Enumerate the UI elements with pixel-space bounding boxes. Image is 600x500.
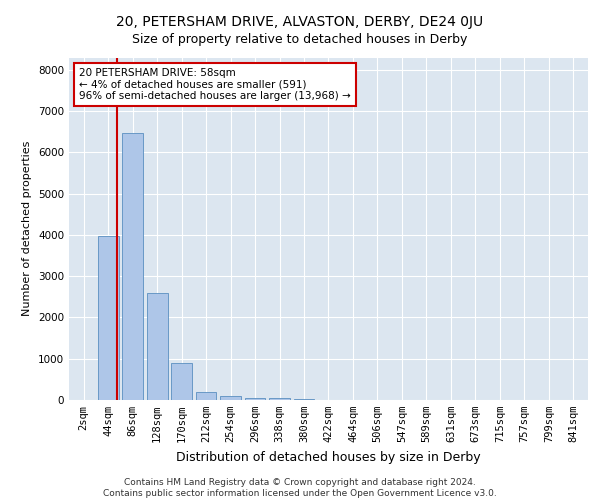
- Text: Contains HM Land Registry data © Crown copyright and database right 2024.
Contai: Contains HM Land Registry data © Crown c…: [103, 478, 497, 498]
- Text: Size of property relative to detached houses in Derby: Size of property relative to detached ho…: [133, 32, 467, 46]
- X-axis label: Distribution of detached houses by size in Derby: Distribution of detached houses by size …: [176, 450, 481, 464]
- Bar: [196, 392, 217, 400]
- Y-axis label: Number of detached properties: Number of detached properties: [22, 141, 32, 316]
- Bar: [171, 363, 192, 400]
- Bar: [147, 293, 167, 400]
- Text: 20, PETERSHAM DRIVE, ALVASTON, DERBY, DE24 0JU: 20, PETERSHAM DRIVE, ALVASTON, DERBY, DE…: [116, 15, 484, 29]
- Bar: [122, 132, 143, 400]
- Bar: [98, 236, 119, 400]
- Bar: [293, 399, 314, 400]
- Bar: [269, 398, 290, 400]
- Text: 20 PETERSHAM DRIVE: 58sqm
← 4% of detached houses are smaller (591)
96% of semi-: 20 PETERSHAM DRIVE: 58sqm ← 4% of detach…: [79, 68, 351, 101]
- Bar: [245, 398, 265, 400]
- Bar: [220, 396, 241, 400]
